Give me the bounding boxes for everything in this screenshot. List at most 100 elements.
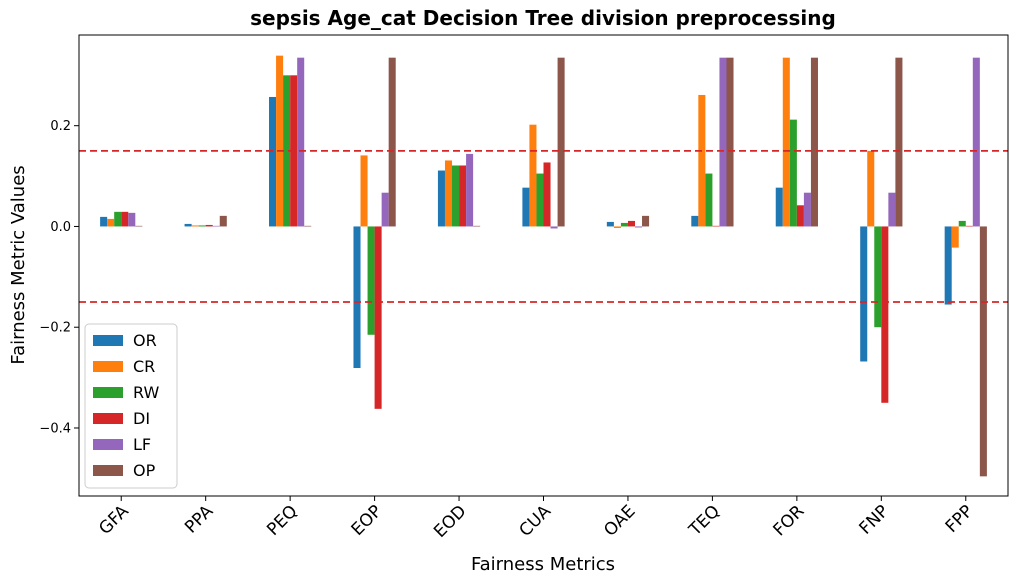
bar-cr-eop (360, 155, 368, 227)
bar-lf-for (803, 192, 811, 227)
bar-or-ppa (184, 223, 192, 227)
x-tick-label-eod: EOD (430, 501, 470, 541)
bar-rw-oae (620, 222, 628, 227)
x-tick-label-cua: CUA (515, 501, 555, 541)
bar-cr-oae (613, 226, 621, 228)
plot-background (79, 35, 1008, 496)
bar-op-peq (304, 225, 312, 227)
bar-op-oae (642, 215, 650, 227)
legend-swatch-op (93, 465, 123, 476)
legend-swatch-cr (93, 361, 123, 372)
bar-or-cua (522, 187, 530, 227)
bar-di-eod (459, 165, 467, 227)
bar-rw-eop (367, 226, 375, 335)
bar-or-eod (437, 170, 445, 227)
x-tick-label-ppa: PPA (181, 501, 217, 537)
legend-label-or: OR (133, 331, 157, 350)
bar-or-teq (691, 215, 699, 227)
bar-lf-cua (550, 226, 558, 229)
y-axis-label: Fairness Metric Values (8, 165, 29, 364)
bar-cr-teq (698, 94, 706, 227)
bar-op-gfa (135, 225, 143, 227)
bar-rw-cua (536, 173, 544, 227)
bar-op-eod (473, 225, 481, 227)
bar-lf-eod (466, 153, 474, 227)
legend-label-di: DI (133, 409, 150, 428)
bar-rw-ppa (198, 225, 206, 227)
bar-rw-fpp (958, 220, 966, 227)
legend-swatch-rw (93, 387, 123, 398)
bar-cr-eod (444, 160, 453, 227)
legend-swatch-lf (93, 439, 123, 450)
legend-swatch-or (93, 335, 123, 346)
x-tick-label-fnp: FNP (856, 501, 893, 538)
bar-rw-gfa (114, 211, 122, 227)
bar-cr-fpp (951, 226, 959, 248)
bar-lf-gfa (128, 212, 136, 227)
bar-or-for (775, 187, 783, 227)
bar-cr-gfa (107, 218, 115, 227)
bar-lf-peq (297, 57, 305, 227)
bar-rw-eod (452, 165, 460, 227)
chart-title: sepsis Age_cat Decision Tree division pr… (250, 6, 836, 30)
bar-op-fnp (895, 57, 903, 227)
y-tick-label: 0.0 (50, 220, 71, 235)
bar-cr-cua (529, 124, 537, 227)
bar-lf-ppa (212, 225, 220, 227)
bar-rw-for (789, 119, 797, 227)
bar-or-peq (269, 96, 277, 227)
x-axis-label: Fairness Metrics (471, 554, 615, 575)
bar-op-cua (557, 57, 565, 227)
bar-rw-teq (705, 173, 713, 227)
y-tick-label: −0.2 (39, 321, 71, 336)
legend-swatch-di (93, 413, 123, 424)
bar-lf-teq (719, 57, 727, 227)
bar-lf-fpp (972, 57, 980, 227)
y-tick-label: 0.2 (50, 119, 71, 134)
bar-di-ppa (205, 224, 213, 227)
legend: OR CR RW DI LF OP (84, 323, 178, 489)
bar-or-oae (606, 221, 614, 227)
bar-op-for (810, 57, 818, 227)
bar-cr-fnp (867, 150, 875, 227)
bar-or-fnp (860, 226, 868, 362)
bar-di-cua (543, 162, 551, 227)
x-tick-label-gfa: GFA (95, 501, 133, 539)
bar-op-teq (726, 57, 734, 227)
bar-lf-fnp (888, 192, 896, 227)
bar-cr-ppa (191, 225, 199, 227)
bar-lf-oae (634, 226, 643, 228)
x-tick-label-peq: PEQ (263, 501, 301, 539)
legend-label-op: OP (133, 461, 156, 480)
legend-label-cr: CR (133, 357, 155, 376)
bar-di-teq (712, 225, 720, 227)
plot-area: −0.4 −0.2 0.0 0.2 GFA PPA PEQ EOP EOD CUA OAE TEQ FO… (39, 34, 1009, 542)
x-tick-label-oae: OAE (600, 501, 639, 540)
bar-di-fnp (881, 226, 889, 403)
y-tick-label: −0.4 (39, 421, 71, 436)
x-tick-label-for: FOR (770, 501, 809, 540)
bar-di-fpp (965, 225, 973, 227)
bar-or-gfa (100, 216, 108, 227)
bar-or-fpp (944, 226, 952, 305)
bar-rw-fnp (874, 226, 882, 328)
bar-op-eop (388, 57, 396, 227)
x-tick-label-eop: EOP (348, 501, 386, 539)
bar-cr-for (782, 57, 790, 227)
bar-di-eop (374, 226, 382, 409)
bar-rw-peq (283, 75, 291, 227)
legend-label-lf: LF (133, 435, 151, 454)
bar-di-for (796, 205, 804, 227)
legend-box (84, 323, 178, 489)
bar-op-ppa (219, 215, 227, 227)
bar-di-oae (627, 220, 635, 227)
bar-di-gfa (121, 211, 129, 227)
x-tick-label-fpp: FPP (942, 501, 978, 537)
bar-op-fpp (979, 226, 987, 477)
bar-cr-peq (276, 55, 284, 227)
x-tick-label-teq: TEQ (685, 501, 724, 540)
bar-lf-eop (381, 192, 389, 227)
bar-or-eop (353, 226, 361, 369)
legend-label-rw: RW (133, 383, 159, 402)
